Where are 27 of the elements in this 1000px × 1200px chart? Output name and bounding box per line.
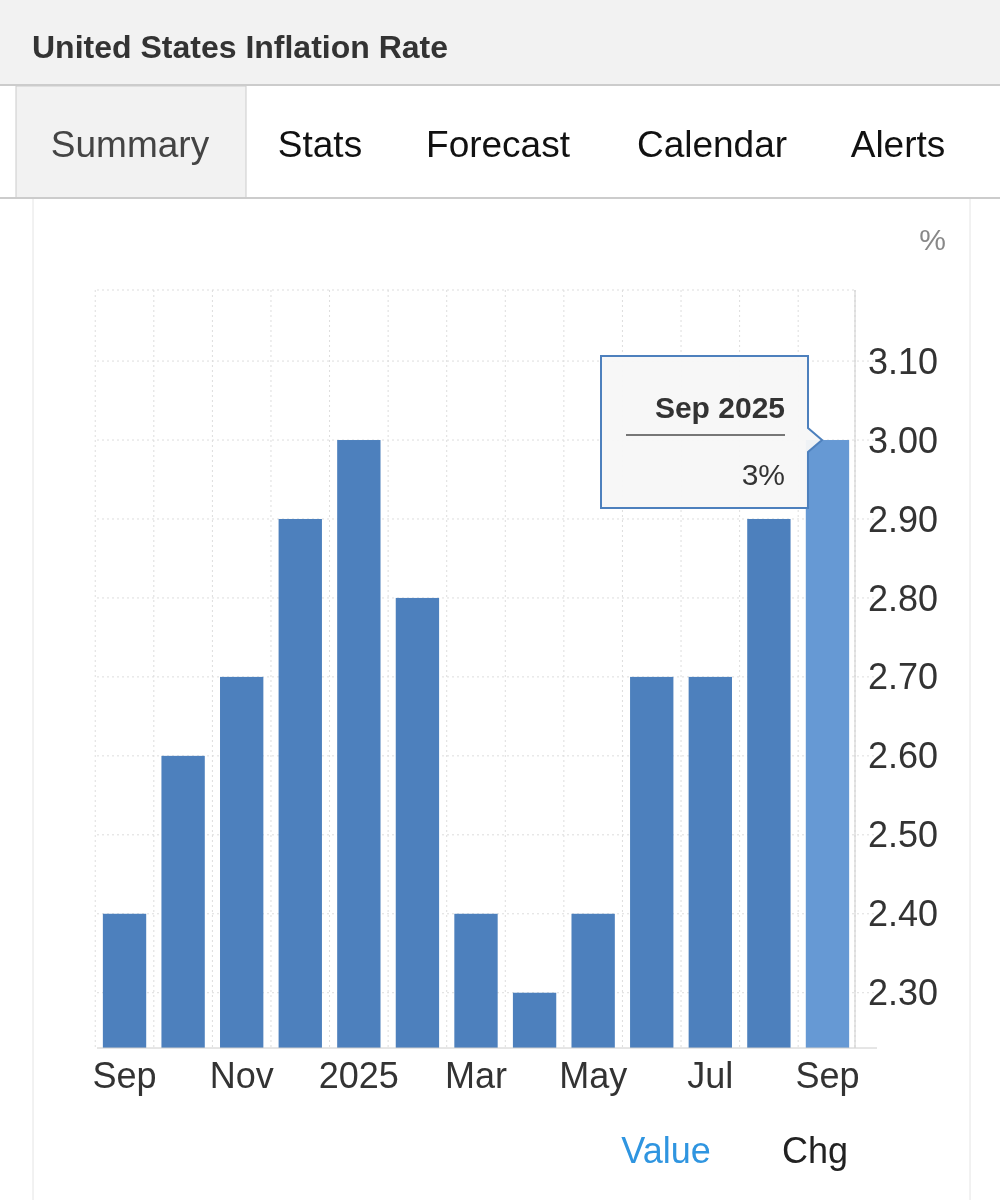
x-tick-label: Jul (687, 1055, 734, 1096)
text: Alerts (850, 124, 946, 165)
x-tick-label: Nov (209, 1055, 274, 1096)
y-tick-label: 2.30 (868, 972, 939, 1014)
y-tick-label: 2.80 (868, 577, 939, 619)
text: Summary (50, 124, 210, 165)
y-tick-label: 2.70 (868, 656, 939, 698)
y-tick-label: 3.00 (868, 419, 939, 461)
x-tick-label: Sep (795, 1055, 860, 1096)
x-tick-label: May (559, 1055, 628, 1096)
text: Chg (781, 1130, 849, 1171)
y-tick-label: 3.10 (868, 340, 939, 382)
annotation: 3% (741, 458, 785, 491)
annotation: Sep 2025 (654, 391, 785, 424)
x-tick-label: 2025 (318, 1055, 399, 1096)
text: Stats (277, 124, 363, 165)
x-tick-label: Mar (445, 1055, 508, 1096)
text: Forecast (426, 124, 571, 165)
x-tick-label: Sep (92, 1055, 157, 1096)
chart-title: United States Inflation Rate (32, 29, 449, 65)
y-tick-label: 2.90 (868, 498, 939, 540)
y-axis-title: % (919, 223, 946, 256)
y-tick-label: 2.50 (868, 814, 939, 856)
y-tick-label: 2.40 (868, 893, 939, 935)
text: Value (621, 1130, 711, 1171)
y-tick-label: 2.60 (868, 735, 939, 777)
text: Calendar (636, 124, 788, 165)
